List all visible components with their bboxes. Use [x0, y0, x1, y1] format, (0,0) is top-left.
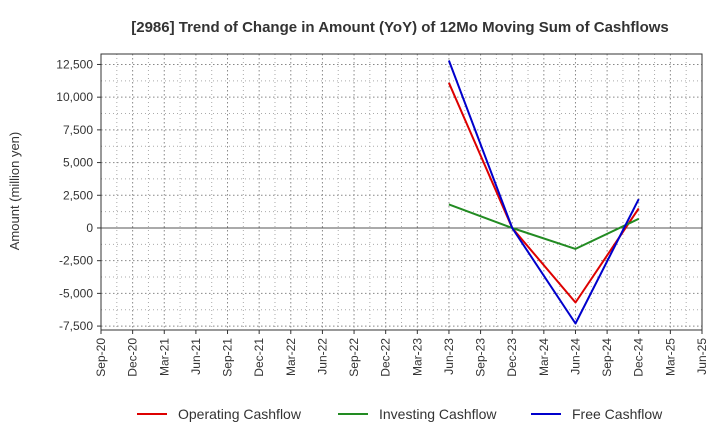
- series-line-investing-cashflow: [448, 203, 640, 250]
- y-axis-ticks: -7,500 -5,000 -2,500 0 2,500 5,000 7,500 10,000…: [56, 57, 101, 333]
- x-tick-label: Sep-21: [221, 338, 235, 377]
- x-tick-label: Dec-24: [632, 338, 646, 377]
- x-tick-label: Mar-22: [284, 338, 298, 376]
- x-tick-label: Jun-24: [568, 338, 582, 375]
- x-tick-label: Jun-21: [189, 338, 203, 375]
- y-tick-label: 7,500: [63, 123, 93, 137]
- series-lines: [447, 60, 640, 325]
- x-axis-ticks: Sep-20 Dec-20 Mar-21 Jun-21 Sep-21 Dec-21 Mar-…: [94, 330, 709, 377]
- y-tick-label: 2,500: [63, 188, 93, 202]
- series-line-free-cashflow: [447, 60, 640, 325]
- legend-label: Investing Cashflow: [379, 406, 497, 422]
- x-tick-label: Sep-20: [94, 338, 108, 377]
- y-tick-label: 12,500: [56, 57, 93, 71]
- x-tick-label: Jun-22: [315, 338, 329, 375]
- y-tick-label: 10,000: [56, 90, 93, 104]
- y-tick-label: 5,000: [63, 156, 93, 170]
- legend-label: Operating Cashflow: [178, 406, 302, 422]
- x-tick-label: Sep-23: [474, 338, 488, 377]
- x-tick-label: Jun-23: [442, 338, 456, 375]
- chart-title: [2986] Trend of Change in Amount (YoY) o…: [131, 19, 669, 36]
- plot-frame: [100, 53, 703, 331]
- series-line-operating-cashflow: [447, 82, 640, 304]
- x-tick-label: Dec-23: [505, 338, 519, 377]
- legend-label: Free Cashflow: [572, 406, 663, 422]
- x-tick-label: Dec-22: [379, 338, 393, 377]
- x-tick-label: Mar-21: [157, 338, 171, 376]
- x-tick-label: Dec-21: [252, 338, 266, 377]
- y-tick-label: 0: [86, 221, 93, 235]
- x-tick-label: Sep-24: [600, 338, 614, 377]
- y-tick-label: -5,000: [59, 286, 93, 300]
- y-axis-label: Amount (million yen): [7, 132, 22, 251]
- x-tick-label: Sep-22: [347, 338, 361, 377]
- x-tick-label: Mar-24: [537, 338, 551, 376]
- gridlines: [100, 54, 703, 330]
- x-tick-label: Mar-23: [410, 338, 424, 376]
- x-tick-label: Jun-25: [695, 338, 709, 375]
- x-tick-label: Dec-20: [126, 338, 140, 377]
- y-tick-label: -7,500: [59, 319, 93, 333]
- y-tick-label: -2,500: [59, 254, 93, 268]
- legend[interactable]: Operating Cashflow Investing Cashflow Free…: [137, 406, 663, 422]
- x-tick-label: Mar-25: [663, 338, 677, 376]
